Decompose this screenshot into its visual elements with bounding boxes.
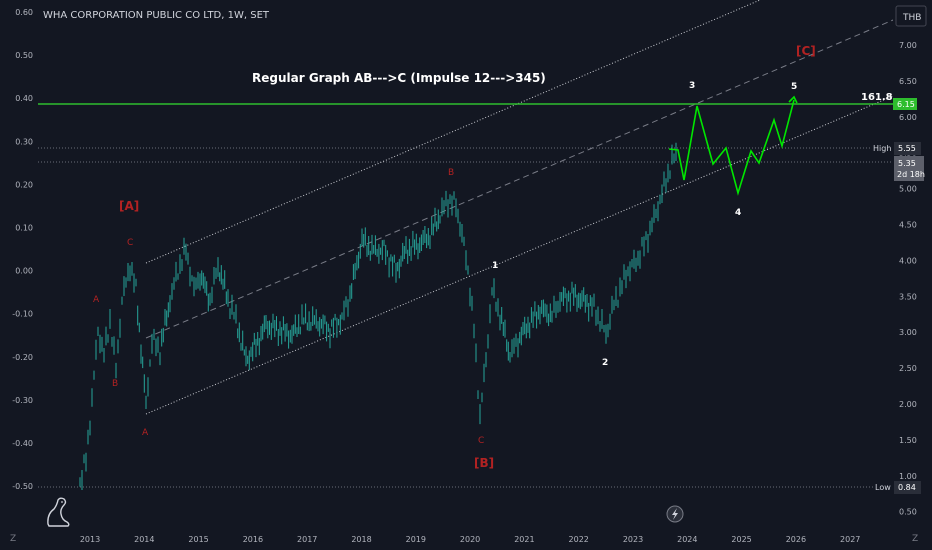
- right-axis-tick: 1.00: [899, 472, 917, 481]
- time-axis-tick: 2023: [623, 535, 643, 544]
- time-axis-tick: 2015: [188, 535, 208, 544]
- left-axis-tick: -0.20: [12, 353, 33, 362]
- left-axis-tick: 0.40: [15, 94, 33, 103]
- wave-label-3: 3: [689, 81, 695, 91]
- price-candles: [79, 142, 677, 490]
- left-axis-tick: -0.30: [12, 396, 33, 405]
- wave-label-B2: B: [448, 168, 454, 178]
- right-axis-tick: 2.50: [899, 364, 917, 373]
- time-axis-tick: 2013: [80, 535, 100, 544]
- projection-arrow-head: [788, 95, 798, 104]
- right-axis-tick: 4.50: [899, 221, 917, 230]
- high-label-box: [871, 142, 893, 155]
- time-axis[interactable]: 2013 2014 2015 2016 2017 2018 2019 2020 2021 2022…: [80, 535, 861, 544]
- fib-161-label: 161.8%: [861, 92, 903, 103]
- tradingview-logo-icon: [47, 497, 70, 527]
- wave-label-4: 4: [735, 208, 741, 218]
- right-axis-tick: 1.50: [899, 436, 917, 445]
- wave-label-C2: C: [478, 436, 484, 446]
- right-axis-tick: 4.00: [899, 256, 917, 265]
- high-label: High: [873, 144, 891, 153]
- time-axis-tick: 2014: [134, 535, 154, 544]
- right-axis-tick: 5.00: [899, 185, 917, 194]
- fib-price-tag-box: [893, 98, 917, 110]
- time-axis-tick: 2020: [460, 535, 480, 544]
- left-axis-icon[interactable]: Z: [10, 534, 16, 544]
- left-axis-tick: 0.00: [15, 267, 33, 276]
- right-axis-tick: 6.00: [899, 113, 917, 122]
- wave-label-bigB: [B]: [474, 456, 494, 470]
- right-axis-icon[interactable]: Z: [912, 534, 918, 544]
- wave-label-bigC: [C]: [796, 44, 816, 58]
- last-price: 5.35: [898, 159, 916, 168]
- fib-price-tag: 6.15: [897, 100, 915, 109]
- left-axis-tick: 0.10: [15, 224, 33, 233]
- wave-projection-path: [668, 99, 795, 196]
- symbol-title[interactable]: WHA CORPORATION PUBLIC CO LTD, 1W, SET: [43, 10, 270, 21]
- right-axis-tick: 7.00: [899, 41, 917, 50]
- time-axis-tick: 2021: [514, 535, 534, 544]
- wave-label-bigA: [A]: [119, 199, 139, 213]
- left-axis-tick: -0.40: [12, 439, 33, 448]
- currency-badge-box[interactable]: [895, 5, 927, 27]
- high-value-box: [894, 142, 921, 155]
- time-axis-tick: 2027: [840, 535, 860, 544]
- wave-label-2: 2: [602, 358, 608, 368]
- time-axis-tick: 2024: [677, 535, 697, 544]
- low-label-box: [873, 481, 893, 494]
- high-value: 5.55: [898, 144, 916, 153]
- time-axis-tick: 2017: [297, 535, 317, 544]
- wave-label-A1: A: [93, 295, 100, 305]
- time-axis-tick: 2022: [569, 535, 589, 544]
- low-value-box: [894, 481, 921, 494]
- left-axis: 0.60 0.50 0.40 0.30 0.20 0.10 0.00 -0.10 -0.20 -0…: [12, 8, 33, 491]
- right-axis-panel[interactable]: [893, 0, 932, 528]
- time-axis-tick: 2026: [786, 535, 806, 544]
- channel-mid-line: [145, 19, 894, 339]
- left-axis-tick: 0.50: [15, 51, 33, 60]
- time-axis-tick: 2025: [731, 535, 751, 544]
- time-axis-tick: 2019: [406, 535, 426, 544]
- wave-label-B1: B: [112, 379, 118, 389]
- wave-label-A2: A: [142, 428, 149, 438]
- left-axis-tick: 0.60: [15, 8, 33, 17]
- bar-countdown: 2d 18h: [897, 170, 925, 179]
- lightning-icon[interactable]: [666, 505, 684, 523]
- left-axis-tick: 0.20: [15, 180, 33, 189]
- wave-label-5: 5: [791, 82, 797, 92]
- right-axis-tick: 3.50: [899, 292, 917, 301]
- wave-label-C1: C: [127, 238, 133, 248]
- last-price-box: [894, 156, 924, 181]
- left-axis-tick: -0.10: [12, 310, 33, 319]
- time-axis-tick: 2018: [351, 535, 371, 544]
- low-value: 0.84: [898, 483, 916, 492]
- right-axis-tick: 6.50: [899, 77, 917, 86]
- low-label: Low: [875, 483, 891, 492]
- left-axis-tick: -0.50: [12, 482, 33, 491]
- right-axis-tick: 2.00: [899, 400, 917, 409]
- wave-label-1: 1: [492, 261, 498, 271]
- time-axis-tick: 2016: [243, 535, 263, 544]
- right-axis-tick: 3.00: [899, 328, 917, 337]
- channel-upper-line: [145, 0, 761, 264]
- left-axis-tick: 0.30: [15, 137, 33, 146]
- annotation-text: Regular Graph AB--->C (Impulse 12--->345…: [252, 71, 546, 85]
- currency-badge[interactable]: THB: [902, 13, 921, 23]
- right-axis-tick: 0.50: [899, 508, 917, 517]
- channel-lower-line: [145, 95, 894, 415]
